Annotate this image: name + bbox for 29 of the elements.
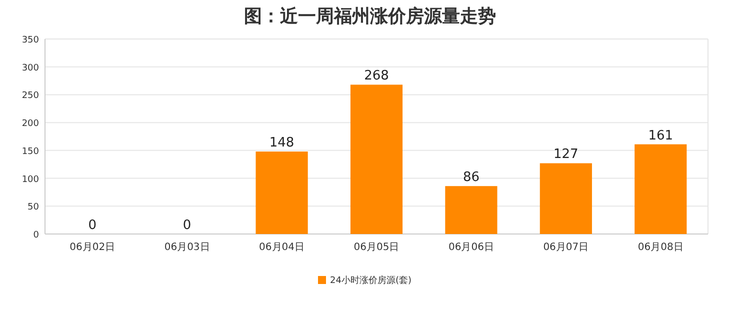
data-label: 0 <box>182 218 192 233</box>
x-tick-label: 06月05日 <box>354 242 400 253</box>
data-label: 268 <box>364 68 389 84</box>
x-tick-label: 06月02日 <box>70 242 116 253</box>
bar <box>634 144 687 234</box>
bar <box>350 84 403 234</box>
y-tick-label: 300 <box>22 63 40 74</box>
x-tick-label: 06月03日 <box>164 242 210 253</box>
x-tick-label: 06月04日 <box>259 242 305 253</box>
y-tick-label: 200 <box>22 119 40 130</box>
data-label: 86 <box>462 170 480 186</box>
data-label: 127 <box>554 147 578 162</box>
bar <box>256 152 308 234</box>
y-tick-label: 350 <box>22 36 40 46</box>
data-label: 161 <box>648 128 674 144</box>
data-label: 0 <box>88 218 96 233</box>
legend-label: 24小时涨价房源(套) <box>330 275 412 286</box>
bar <box>445 186 498 234</box>
bar <box>540 163 592 234</box>
y-tick-label: 250 <box>22 91 40 102</box>
y-tick-label: 100 <box>22 174 40 185</box>
y-tick-label: 150 <box>22 146 40 157</box>
y-tick-label: 0 <box>33 230 40 240</box>
data-label: 148 <box>269 136 294 151</box>
chart-title: 图：近一周福州涨价房源量走势 <box>244 6 496 27</box>
x-tick-label: 06月08日 <box>638 242 684 253</box>
y-tick-label: 50 <box>28 202 40 213</box>
x-tick-label: 06月06日 <box>448 242 494 253</box>
x-tick-label: 06月07日 <box>543 242 589 253</box>
